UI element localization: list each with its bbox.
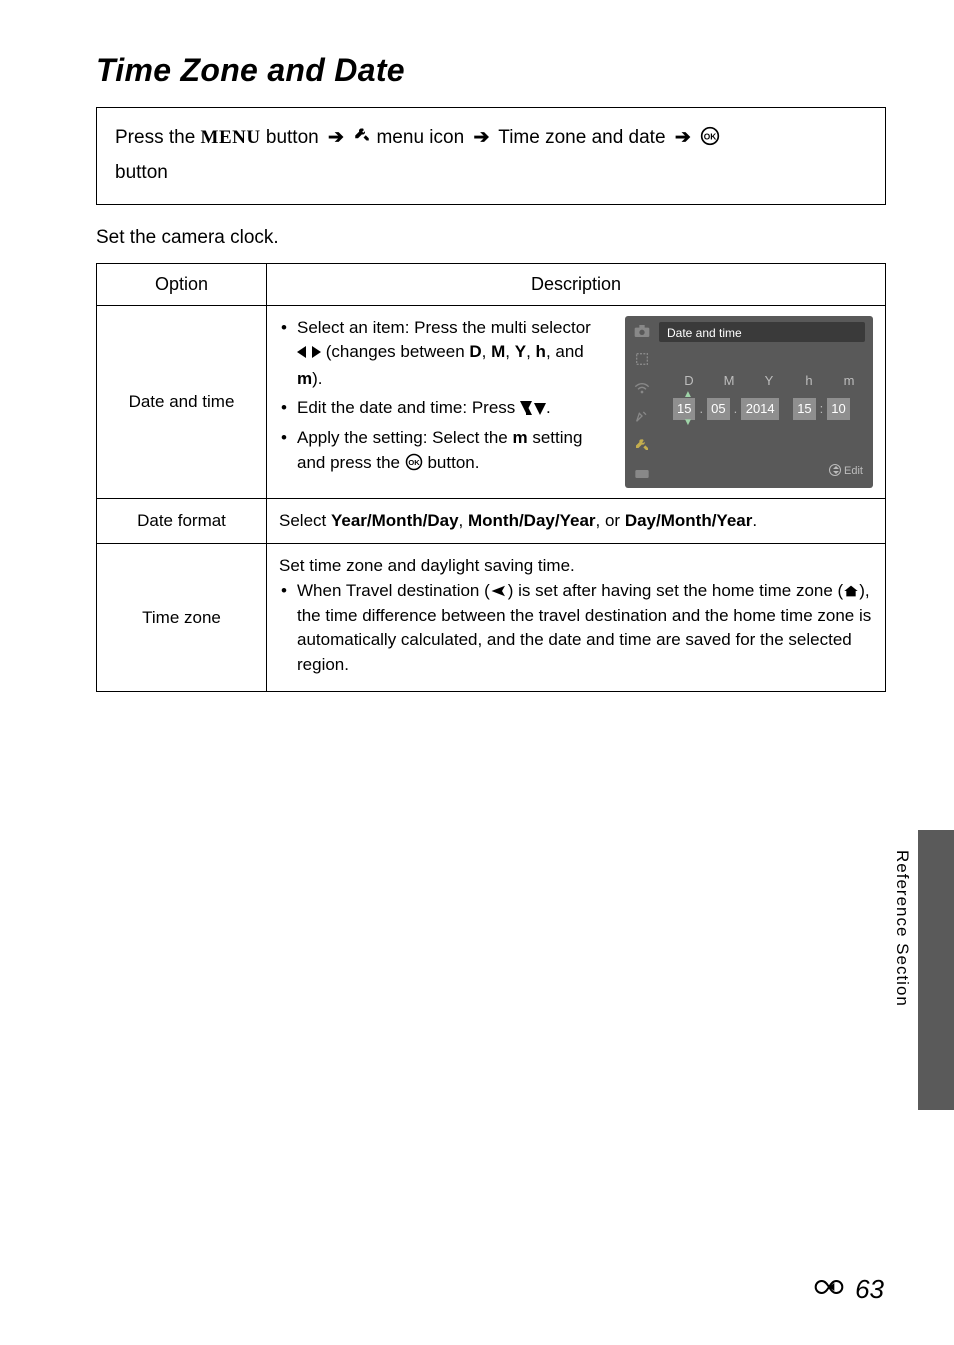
- press-tz-text: Time zone and date: [493, 127, 670, 148]
- lcd-arrow-down-icon: ▼: [683, 416, 693, 431]
- svg-text:OK: OK: [408, 458, 420, 467]
- menu-button-word: MENU: [201, 127, 261, 148]
- bold-h: h: [536, 342, 546, 361]
- header-description: Description: [267, 263, 886, 305]
- text: .: [546, 398, 551, 417]
- table-row: Time zone Set time zone and daylight sav…: [97, 544, 886, 692]
- lcd-val-min: 10: [827, 398, 849, 421]
- table-row: Date format Select Year/Month/Day, Month…: [97, 498, 886, 544]
- text: ).: [312, 369, 322, 388]
- text: , and: [546, 342, 584, 361]
- lcd-edit-icon: [829, 464, 841, 476]
- press-prefix: Press the: [115, 127, 201, 148]
- home-icon: [843, 581, 859, 600]
- table-row: Date and time Select an item: Press the …: [97, 305, 886, 498]
- page-title: Time Zone and Date: [96, 52, 886, 89]
- arrow-icon: ➔: [328, 127, 344, 148]
- text: Select an item: Press the multi selector: [297, 318, 591, 337]
- lcd-label-M: M: [719, 372, 739, 391]
- camera-icon: [634, 324, 650, 338]
- desc-date-and-time: Select an item: Press the multi selector…: [267, 305, 886, 498]
- page-number: 63: [855, 1274, 884, 1305]
- page-footer: 63: [809, 1274, 884, 1305]
- text: Select: [279, 511, 331, 530]
- arrow-icon: ➔: [675, 127, 691, 148]
- bold-D: D: [469, 342, 481, 361]
- press-menu-icon-text: menu icon: [376, 127, 469, 148]
- wrench-icon: [634, 438, 650, 454]
- multi-selector-up-down-icon: [520, 398, 546, 423]
- text: Edit the date and time: Press: [297, 398, 520, 417]
- wrench-icon: [353, 124, 371, 156]
- bold-opt1: Year/Month/Day: [331, 511, 459, 530]
- press-after-menu: button: [261, 127, 324, 148]
- text: (changes between: [321, 342, 469, 361]
- list-item: Apply the setting: Select the m setting …: [279, 426, 611, 478]
- lcd-val-year: 2014: [741, 398, 779, 421]
- bold-m: m: [512, 428, 527, 447]
- text: When Travel destination (: [297, 581, 490, 600]
- svg-text:OK: OK: [704, 131, 717, 141]
- list-item: Edit the date and time: Press .: [279, 396, 611, 423]
- text: Set time zone and daylight saving time.: [279, 554, 873, 579]
- desc-time-zone: Set time zone and daylight saving time. …: [267, 544, 886, 692]
- lcd-label-h: h: [799, 372, 819, 391]
- lcd-sidebar: [631, 324, 653, 480]
- text: Edit: [844, 465, 863, 477]
- lcd-label-m: m: [839, 372, 859, 391]
- bold-opt2: Month/Day/Year: [468, 511, 596, 530]
- text: ,: [459, 511, 468, 530]
- wifi-icon: [634, 381, 650, 395]
- multi-selector-left-right-icon: [297, 342, 321, 367]
- bold-Y: Y: [515, 342, 526, 361]
- side-section-label: Reference Section: [892, 850, 912, 1007]
- text: , or: [596, 511, 625, 530]
- lcd-title: Date and time: [659, 322, 865, 342]
- lcd-labels: D M Y h m: [679, 372, 859, 391]
- arrow-icon: ➔: [473, 127, 489, 148]
- footer-icon: [809, 1274, 849, 1305]
- lcd-values: 15. 05. 2014 15: 10: [673, 398, 850, 421]
- scene-icon: [634, 351, 650, 367]
- ok-button-icon: OK: [405, 453, 423, 479]
- text: Apply the setting: Select the: [297, 428, 512, 447]
- text: ) is set after having set the home time …: [508, 581, 843, 600]
- retouch-icon: [634, 408, 650, 424]
- bold-M: M: [491, 342, 505, 361]
- option-date-format: Date format: [97, 498, 267, 544]
- lcd-label-Y: Y: [759, 372, 779, 391]
- text: button.: [423, 453, 480, 472]
- text: .: [752, 511, 757, 530]
- bold-opt3: Day/Month/Year: [625, 511, 753, 530]
- ok-button-icon: OK: [700, 125, 720, 157]
- list-item: Select an item: Press the multi selector…: [279, 316, 611, 392]
- desc-date-format: Select Year/Month/Day, Month/Day/Year, o…: [267, 498, 886, 544]
- header-option: Option: [97, 263, 267, 305]
- lcd-val-hour: 15: [793, 398, 815, 421]
- lcd-edit-label: Edit: [829, 464, 863, 480]
- option-date-and-time: Date and time: [97, 305, 267, 498]
- lede-text: Set the camera clock.: [96, 227, 886, 249]
- bold-m: m: [297, 369, 312, 388]
- option-time-zone: Time zone: [97, 544, 267, 692]
- card-icon: [634, 468, 650, 480]
- side-tab: [918, 830, 954, 1110]
- options-table: Option Description Date and time Select …: [96, 263, 886, 693]
- camera-lcd-preview: Date and time D M Y h m ▲ 15. 05. 201: [625, 316, 873, 488]
- lcd-val-month: 05: [707, 398, 729, 421]
- list-item: When Travel destination ( ) is set after …: [279, 579, 873, 678]
- press-instruction-box: Press the MENU button ➔ menu icon ➔ Time…: [96, 107, 886, 205]
- press-suffix: button: [115, 162, 168, 183]
- plane-icon: [490, 581, 508, 600]
